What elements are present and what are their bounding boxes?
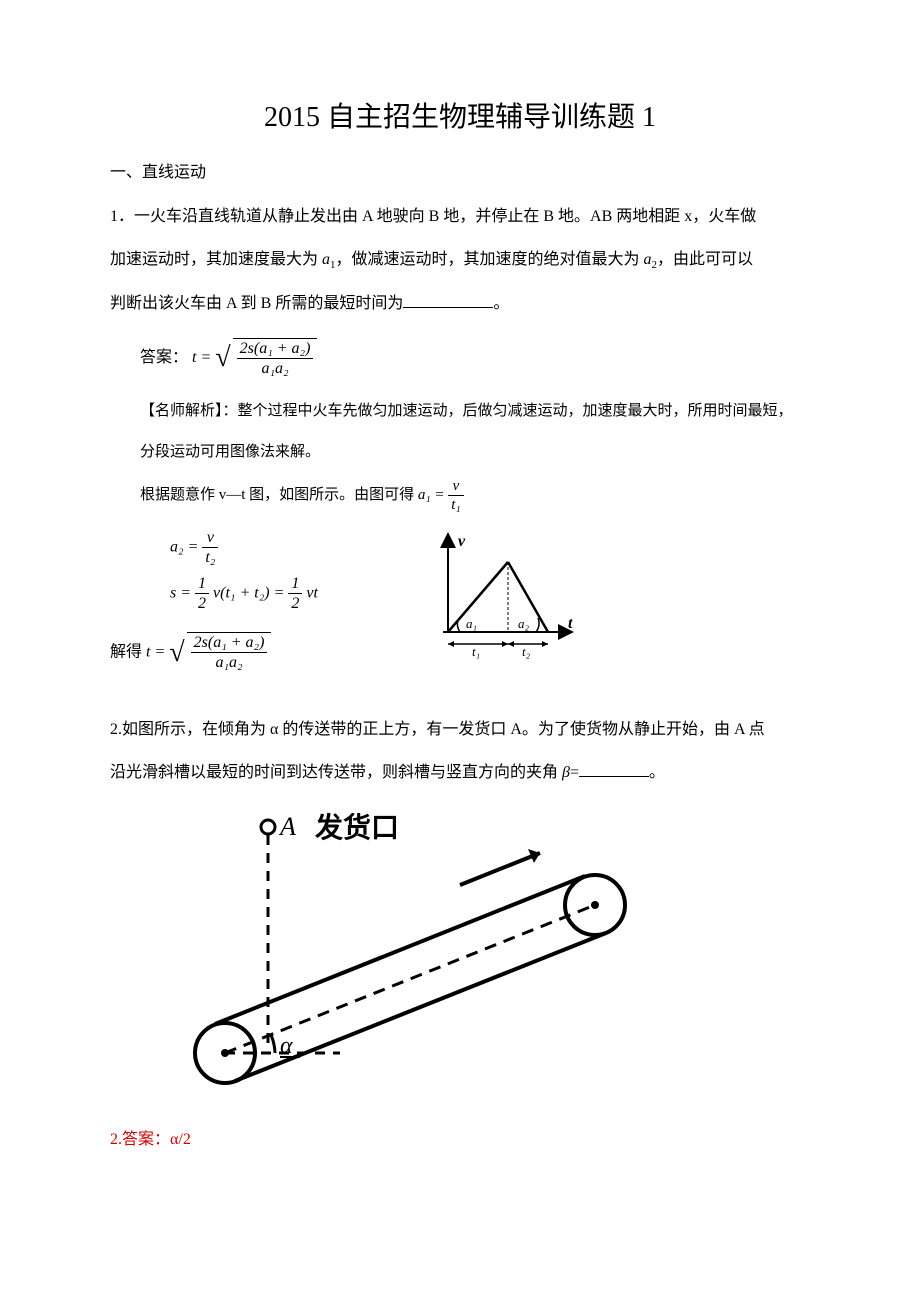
fraction-2: 2s(a₁ + a₂) a₁a₂ xyxy=(191,633,268,672)
analysis-text: 整个过程中火车先做匀加速运动，后做匀减速运动，加速度最大时，所用时间最短， xyxy=(238,403,793,419)
fraction-a1: v t₁ xyxy=(448,477,463,514)
sqrt-expression-2: √ 2s(a₁ + a₂) a₁a₂ xyxy=(169,619,271,686)
numerator: v xyxy=(202,528,218,548)
variable-a2: a xyxy=(644,251,652,268)
fill-blank-2 xyxy=(579,763,649,777)
sqrt-body: 2s(a₁ + a₂) a₁a₂ xyxy=(187,632,272,672)
v-axis-label: v xyxy=(458,533,466,550)
belt-top xyxy=(215,876,585,1024)
delivery-label: 发货口 xyxy=(314,811,399,844)
angle-a1-label: a₁ xyxy=(466,616,477,631)
variable-beta: β xyxy=(562,764,570,781)
period: 。 xyxy=(493,295,509,312)
problem2-line1: 2.如图所示，在倾角为 α 的传送带的正上方，有一发货口 A。为了使货物从静止开… xyxy=(110,712,810,747)
angle-a1 xyxy=(457,620,460,632)
answer-label: 2.答案： xyxy=(110,1131,170,1148)
formula-lhs: t = xyxy=(146,643,169,660)
vt-intro: 根据题意作 v—t 图，如图所示。由图可得 a₁ = v t₁ xyxy=(140,477,810,514)
fill-blank xyxy=(403,294,493,308)
point-a-circle xyxy=(261,820,275,834)
numerator: v xyxy=(448,477,463,496)
alpha-label: α xyxy=(280,1033,293,1059)
analysis-block: 【名师解析】：整个过程中火车先做匀加速运动，后做匀减速运动，加速度最大时，所用时… xyxy=(140,395,810,428)
fraction-half2: 12 xyxy=(288,574,302,613)
section-header: 一、直线运动 xyxy=(110,157,810,189)
v-t-graph: v t a₁ a₂ t₁ t₂ xyxy=(418,532,578,667)
text-segment: ，由此可可以 xyxy=(657,251,753,268)
equation-s: s = 12 v(t₁ + t₂) = 12 vt xyxy=(170,574,318,613)
fraction-half1: 12 xyxy=(195,574,209,613)
eq-s-end: vt xyxy=(306,584,318,601)
eq-sign: = xyxy=(570,764,579,781)
problem1-line2: 加速运动时，其加速度最大为 a1，做减速运动时，其加速度的绝对值最大为 a2，由… xyxy=(110,242,810,277)
t-axis-label: t xyxy=(568,615,573,632)
document-title: 2015 自主招生物理辅导训练题 1 xyxy=(110,95,810,135)
radical-sign: √ xyxy=(215,333,230,383)
t1-label: t₁ xyxy=(472,644,480,659)
angle-a2-label: a₂ xyxy=(518,616,530,631)
problem2-answer: 2.答案：α/2 xyxy=(110,1125,810,1149)
denominator: t₂ xyxy=(202,548,218,567)
belt-arrow-line xyxy=(460,853,540,885)
eq-s-text: s = xyxy=(170,584,195,601)
solve-label: 解得 xyxy=(110,643,146,660)
problem1-line3: 判断出该火车由 A 到 B 所需的最短时间为 。 xyxy=(110,286,810,321)
sqrt-body: 2s(a₁ + a₂) a₁a₂ xyxy=(233,338,318,378)
fraction: 2s(a₁ + a₂) a₁a₂ xyxy=(237,339,314,378)
eq-a1-lhs: a₁ = xyxy=(418,487,448,503)
text-segment: 加速运动时，其加速度最大为 xyxy=(110,251,322,268)
point-a-label: A xyxy=(278,812,296,841)
fraction-a2: v t₂ xyxy=(202,528,218,567)
period: 。 xyxy=(649,764,665,781)
analysis-label: 【名师解析】： xyxy=(140,403,238,419)
radical-sign: √ xyxy=(169,619,184,686)
solution-row: a₂ = v t₂ s = 12 v(t₁ + t₂) = 12 vt 解得 t… xyxy=(110,522,810,692)
denominator: t₁ xyxy=(448,496,463,514)
conveyor-svg: A 发货口 α xyxy=(140,805,660,1105)
text-segment: 沿光滑斜槽以最短的时间到达传送带，则斜槽与竖直方向的夹角 xyxy=(110,764,562,781)
vt-graph-svg: v t a₁ a₂ t₁ t₂ xyxy=(418,532,578,662)
denominator: a₁a₂ xyxy=(191,653,268,672)
answer-value: α/2 xyxy=(170,1131,191,1148)
variable-a1: a xyxy=(322,251,330,268)
sqrt-expression: √ 2s(a₁ + a₂) a₁a₂ xyxy=(215,333,317,383)
eq-a2-lhs: a₂ = xyxy=(170,539,202,556)
belt-center-dashed xyxy=(225,905,595,1053)
numerator: 2s(a₁ + a₂) xyxy=(237,339,314,359)
vt-intro-text: 根据题意作 v—t 图，如图所示。由图可得 xyxy=(140,487,418,503)
problem1-line1: 1．一火车沿直线轨道从静止发出由 A 地驶向 B 地，并停止在 B 地。AB 两… xyxy=(110,199,810,234)
problem2-line2: 沿光滑斜槽以最短的时间到达传送带，则斜槽与竖直方向的夹角 β= 。 xyxy=(110,755,810,790)
conveyor-figure: A 发货口 α xyxy=(140,805,810,1110)
solution-equations: a₂ = v t₂ s = 12 v(t₁ + t₂) = 12 vt 解得 t… xyxy=(170,522,318,692)
angle-a2 xyxy=(536,618,539,632)
t2-label: t₂ xyxy=(522,644,531,659)
numerator: 2s(a₁ + a₂) xyxy=(191,633,268,653)
analysis-block-2: 分段运动可用图像法来解。 xyxy=(140,436,810,469)
formula-lhs: t = xyxy=(192,349,215,366)
eq-s-mid: v(t₁ + t₂) = xyxy=(213,584,288,601)
equation-a2: a₂ = v t₂ xyxy=(170,528,318,567)
alpha-arc xyxy=(271,1035,275,1053)
text-segment: 判断出该火车由 A 到 B 所需的最短时间为 xyxy=(110,295,403,312)
answer-label: 答案： xyxy=(140,349,188,366)
denominator: a₁a₂ xyxy=(237,359,314,378)
text-segment: ，做减速运动时，其加速度的绝对值最大为 xyxy=(336,251,644,268)
answer-formula-1: 答案： t = √ 2s(a₁ + a₂) a₁a₂ xyxy=(140,333,810,383)
solve-line: 解得 t = √ 2s(a₁ + a₂) a₁a₂ xyxy=(110,619,318,686)
